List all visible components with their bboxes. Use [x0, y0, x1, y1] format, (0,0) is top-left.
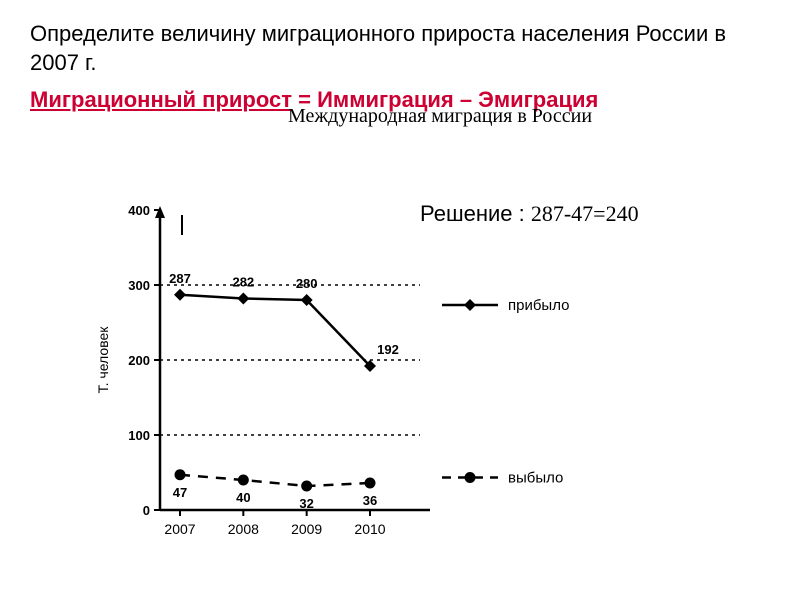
- svg-text:47: 47: [173, 485, 187, 500]
- svg-text:192: 192: [377, 342, 399, 357]
- svg-text:100: 100: [128, 428, 150, 443]
- svg-text:282: 282: [232, 275, 254, 290]
- svg-text:прибыло: прибыло: [508, 297, 569, 314]
- svg-text:выбыло: выбыло: [508, 470, 563, 487]
- svg-text:Т. человек: Т. человек: [95, 326, 111, 394]
- svg-text:200: 200: [128, 353, 150, 368]
- svg-text:400: 400: [128, 203, 150, 218]
- svg-text:2007: 2007: [164, 521, 195, 537]
- question-title: Определите величину миграционного прирос…: [30, 20, 770, 77]
- svg-text:40: 40: [236, 490, 250, 505]
- chart: 0 100 200 300 400 2007 2008 2009 2010 Т. человек 2…: [90, 200, 690, 570]
- svg-text:2009: 2009: [291, 521, 322, 537]
- svg-text:0: 0: [143, 503, 150, 518]
- svg-text:300: 300: [128, 278, 150, 293]
- svg-text:287: 287: [169, 271, 191, 286]
- svg-text:280: 280: [296, 276, 318, 291]
- svg-text:32: 32: [299, 496, 313, 511]
- svg-text:2010: 2010: [354, 521, 385, 537]
- svg-text:2008: 2008: [228, 521, 259, 537]
- svg-text:36: 36: [363, 493, 377, 508]
- formula-term: Миграционный прирост: [30, 87, 292, 112]
